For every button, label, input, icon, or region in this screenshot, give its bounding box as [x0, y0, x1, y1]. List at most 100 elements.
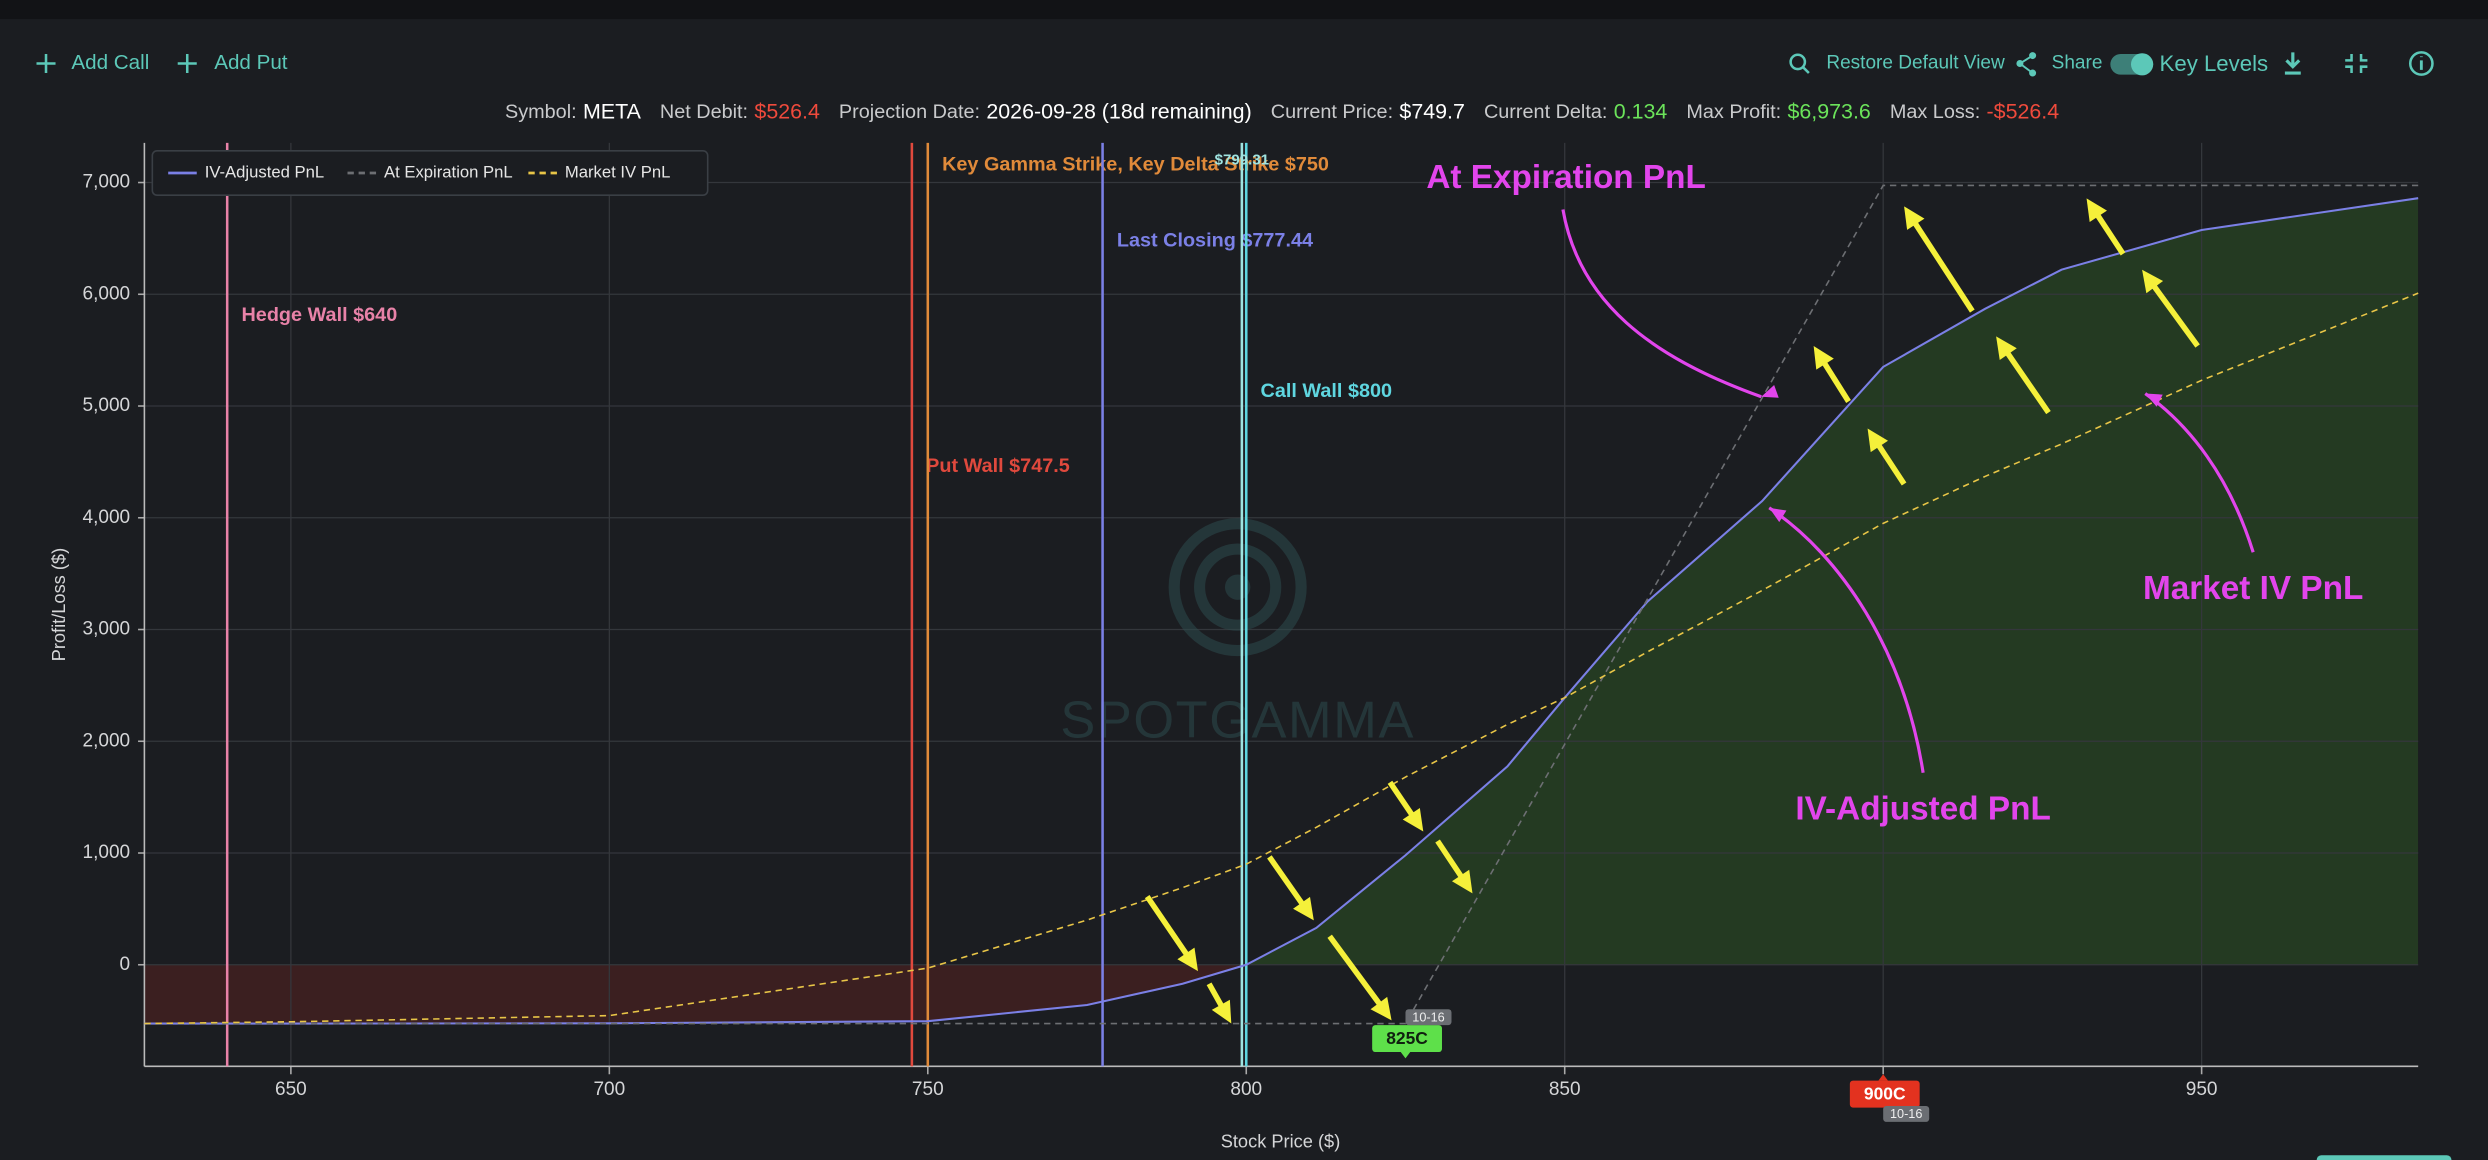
legend-label: Market IV PnL: [565, 162, 671, 181]
restore-button[interactable]: Restore Default View: [1789, 53, 2005, 74]
highlight-arrowhead: [1211, 999, 1232, 1024]
restore-label: Restore Default View: [1826, 53, 2005, 74]
y-tick-label: 4,000: [82, 507, 130, 528]
highlight-arrowhead: [1867, 428, 1889, 453]
highlight-arrow: [2001, 346, 2051, 415]
y-tick-label: 7,000: [82, 172, 130, 193]
watermark-text: SPOTGAMMA: [1060, 691, 1415, 749]
search-icon: [1801, 65, 1810, 74]
leg-tag: [1849, 1080, 1920, 1108]
x-axis-label: Stock Price ($): [1221, 1130, 1341, 1151]
download-icon: [2284, 52, 2301, 75]
key-level-label: Key Gamma Strike, Key Delta Strike $750: [942, 153, 1329, 175]
y-axis-label: Profit/Loss ($): [48, 548, 69, 661]
watermark-logo: [1224, 574, 1251, 600]
leg-expiry: 10-16: [1412, 1010, 1444, 1024]
annotation: IV-Adjusted PnL: [1795, 791, 2050, 828]
highlight-arrow: [1144, 894, 1193, 961]
search-icon: [1789, 53, 1807, 71]
chart: 0 1,000 2,000 3,000 4,000 5,000 6,000 7,000 650 7…: [48, 142, 2419, 1151]
y-tick-label: 1,000: [82, 842, 130, 863]
leg-expiry-tag: [1883, 1106, 1930, 1122]
key-levels-label: Key Levels: [2160, 51, 2269, 76]
legend-box: [151, 149, 709, 197]
highlight-arrow: [1435, 839, 1467, 884]
key-level-label: $799.31: [1215, 151, 1269, 168]
watermark-logo: [1168, 518, 1307, 657]
highlight-arrowhead: [1996, 336, 2017, 360]
x-tick-label: 950: [2186, 1079, 2218, 1100]
share-icon: [2018, 54, 2034, 74]
stat-value: $749.7: [1399, 99, 1464, 123]
plus-icon: [36, 53, 56, 74]
series-line: [144, 292, 2419, 1025]
annotation-arrowhead: [2145, 393, 2163, 407]
annotation-arrow: [2144, 392, 2255, 553]
stat-label: Projection Date:: [839, 101, 980, 123]
stat-label: Symbol:: [505, 101, 577, 123]
stat-value: 2026-09-28 (18d remaining): [986, 99, 1251, 123]
annotation-arrowhead: [1769, 507, 1787, 523]
highlight-arrow: [2148, 279, 2200, 348]
x-tick-label: 800: [1230, 1079, 1262, 1100]
annotation-arrowhead: [1761, 384, 1779, 398]
profit-area: [1246, 198, 2419, 965]
download-button[interactable]: [2284, 52, 2301, 75]
stat-label: Max Loss:: [1890, 101, 1980, 123]
toggle-knob: [2130, 53, 2154, 76]
leg-label: 900C: [1864, 1084, 1906, 1104]
key-levels-toggle[interactable]: Key Levels: [2110, 51, 2268, 76]
highlight-arrowhead: [2142, 269, 2164, 294]
leg-tag: [1372, 1025, 1442, 1053]
key-level-label: Hedge Wall $640: [241, 304, 397, 326]
highlight-arrow: [1909, 216, 1975, 313]
share-button[interactable]: Share: [2016, 52, 2103, 77]
stat-label: Current Delta:: [1484, 101, 1607, 123]
highlight-arrow: [1387, 780, 1418, 822]
x-tick-label: 750: [912, 1079, 944, 1100]
x-tick-label: 700: [593, 1079, 625, 1100]
stat-label: Max Profit:: [1686, 101, 1781, 123]
key-level-label: Call Wall $800: [1261, 380, 1393, 402]
y-tick-label: 2,000: [82, 730, 130, 751]
stat-value: META: [583, 99, 642, 123]
highlight-arrow: [1327, 934, 1386, 1011]
annotation-arrow: [1561, 209, 1762, 399]
collapse-button[interactable]: [2345, 53, 2368, 74]
leg-pointer: [1400, 1052, 1411, 1059]
key-level-label: Last Closing $777.44: [1117, 229, 1313, 251]
stat-label: Net Debit:: [660, 101, 748, 123]
add-call-label: Add Call: [71, 51, 149, 74]
info-button[interactable]: [2408, 51, 2434, 76]
x-tick-label: 650: [275, 1079, 307, 1100]
highlight-arrowhead: [1904, 206, 1925, 230]
highlight-arrow: [1267, 855, 1308, 911]
stat-label: Current Price:: [1271, 101, 1393, 123]
info-icon: [2408, 51, 2434, 76]
highlight-arrowhead: [1402, 807, 1424, 832]
y-tick-label: 6,000: [82, 283, 130, 304]
y-tick-label: 5,000: [82, 395, 130, 416]
stat-value: 0.134: [1614, 99, 1668, 123]
highlight-arrow: [1873, 438, 1907, 486]
leg-label: 825C: [1386, 1028, 1428, 1048]
add-put-label: Add Put: [214, 51, 288, 74]
series-line: [144, 197, 2419, 1025]
add-call-button[interactable]: Add Call: [36, 51, 149, 74]
highlight-arrowhead: [1813, 345, 1834, 370]
watermark: SPOTGAMMA: [1060, 518, 1415, 749]
watermark-logo: [1194, 543, 1282, 631]
highlight-arrowhead: [1370, 996, 1392, 1021]
plus-icon: [177, 53, 197, 74]
corner-button[interactable]: [2316, 1155, 2452, 1160]
stat-value: -$526.4: [1987, 99, 2060, 123]
share-label: Share: [2052, 53, 2103, 74]
annotation: At Expiration PnL: [1426, 159, 1705, 196]
annotation: Market IV PnL: [2143, 570, 2363, 607]
stats-row: Symbol: META Net Debit: $526.4 Projection Da…: [505, 99, 2059, 123]
add-put-button[interactable]: Add Put: [177, 51, 288, 74]
leg-expiry-tag: [1405, 1009, 1452, 1026]
stat-value: $6,973.6: [1787, 99, 1870, 123]
highlight-arrow: [2092, 208, 2126, 256]
